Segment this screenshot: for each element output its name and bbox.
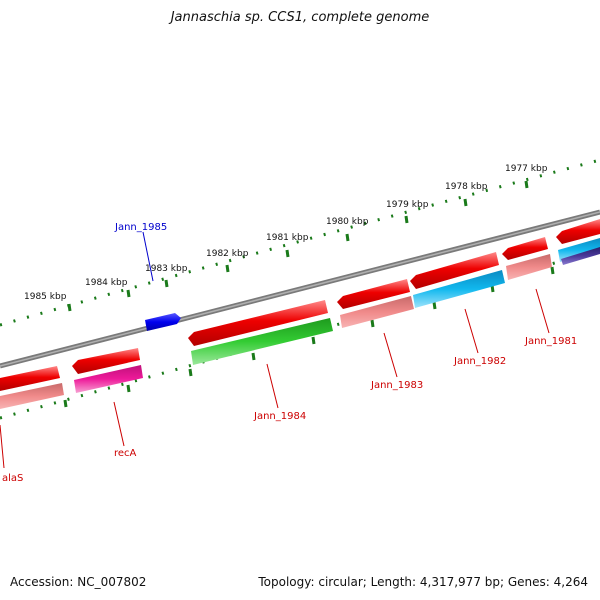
label-jann-1985[interactable]: Jann_1985: [114, 222, 167, 233]
leader-jann-1983: [383, 332, 398, 378]
tick-label-1983: 1983 kbp: [145, 264, 188, 274]
tick-label-1980: 1980 kbp: [326, 217, 369, 227]
label-jann-1984[interactable]: Jann_1984: [253, 411, 306, 422]
leader-jann-1982: [464, 308, 479, 354]
gene-recA[interactable]: [74, 365, 143, 393]
leader-jann-1981: [535, 288, 550, 334]
map-title: Jannaschia sp. CCS1, complete genome: [170, 10, 430, 25]
gene-jann-1983[interactable]: [340, 296, 414, 328]
inner-major-ticks: [63, 266, 555, 408]
accession-text: Accession: NC_007802: [10, 575, 147, 589]
label-jann-1982[interactable]: Jann_1982: [453, 356, 506, 367]
gene-cyan-2[interactable]: [558, 238, 600, 262]
gene-red-2[interactable]: [72, 348, 140, 374]
label-jann-1983[interactable]: Jann_1983: [370, 380, 423, 391]
gene-navy[interactable]: [561, 247, 600, 265]
gene-red-1[interactable]: [0, 366, 60, 391]
tick-label-1979: 1979 kbp: [386, 200, 429, 210]
gene-jann-1982[interactable]: [413, 270, 505, 308]
label-alaS[interactable]: alaS: [2, 473, 23, 484]
leader-alaS: [0, 424, 5, 469]
gene-red-6[interactable]: [502, 237, 548, 260]
gene-red-7[interactable]: [556, 219, 600, 244]
tick-label-1981: 1981 kbp: [266, 233, 309, 243]
genome-summary-text: Topology: circular; Length: 4,317,977 bp…: [258, 575, 588, 589]
tick-label-1977: 1977 kbp: [505, 164, 548, 174]
leader-jann-1984: [266, 363, 279, 409]
gene-red-3[interactable]: [188, 300, 328, 346]
gene-jann-1981[interactable]: [506, 254, 552, 280]
major-ticks: [67, 180, 529, 312]
tick-label-1985: 1985 kbp: [24, 292, 67, 302]
leader-recA: [113, 401, 125, 447]
leader-jann-1985: [142, 231, 154, 282]
tick-label-1978: 1978 kbp: [445, 182, 488, 192]
label-jann-1981[interactable]: Jann_1981: [524, 336, 577, 347]
tick-label-1982: 1982 kbp: [206, 249, 249, 259]
gene-jann-1985[interactable]: [145, 313, 181, 331]
gene-alaS[interactable]: [0, 383, 64, 409]
gene-red-4[interactable]: [337, 279, 410, 309]
gene-jann-1984[interactable]: [191, 318, 333, 365]
label-recA[interactable]: recA: [114, 448, 137, 459]
gene-red-5[interactable]: [410, 252, 499, 289]
tick-label-1984: 1984 kbp: [85, 278, 128, 288]
